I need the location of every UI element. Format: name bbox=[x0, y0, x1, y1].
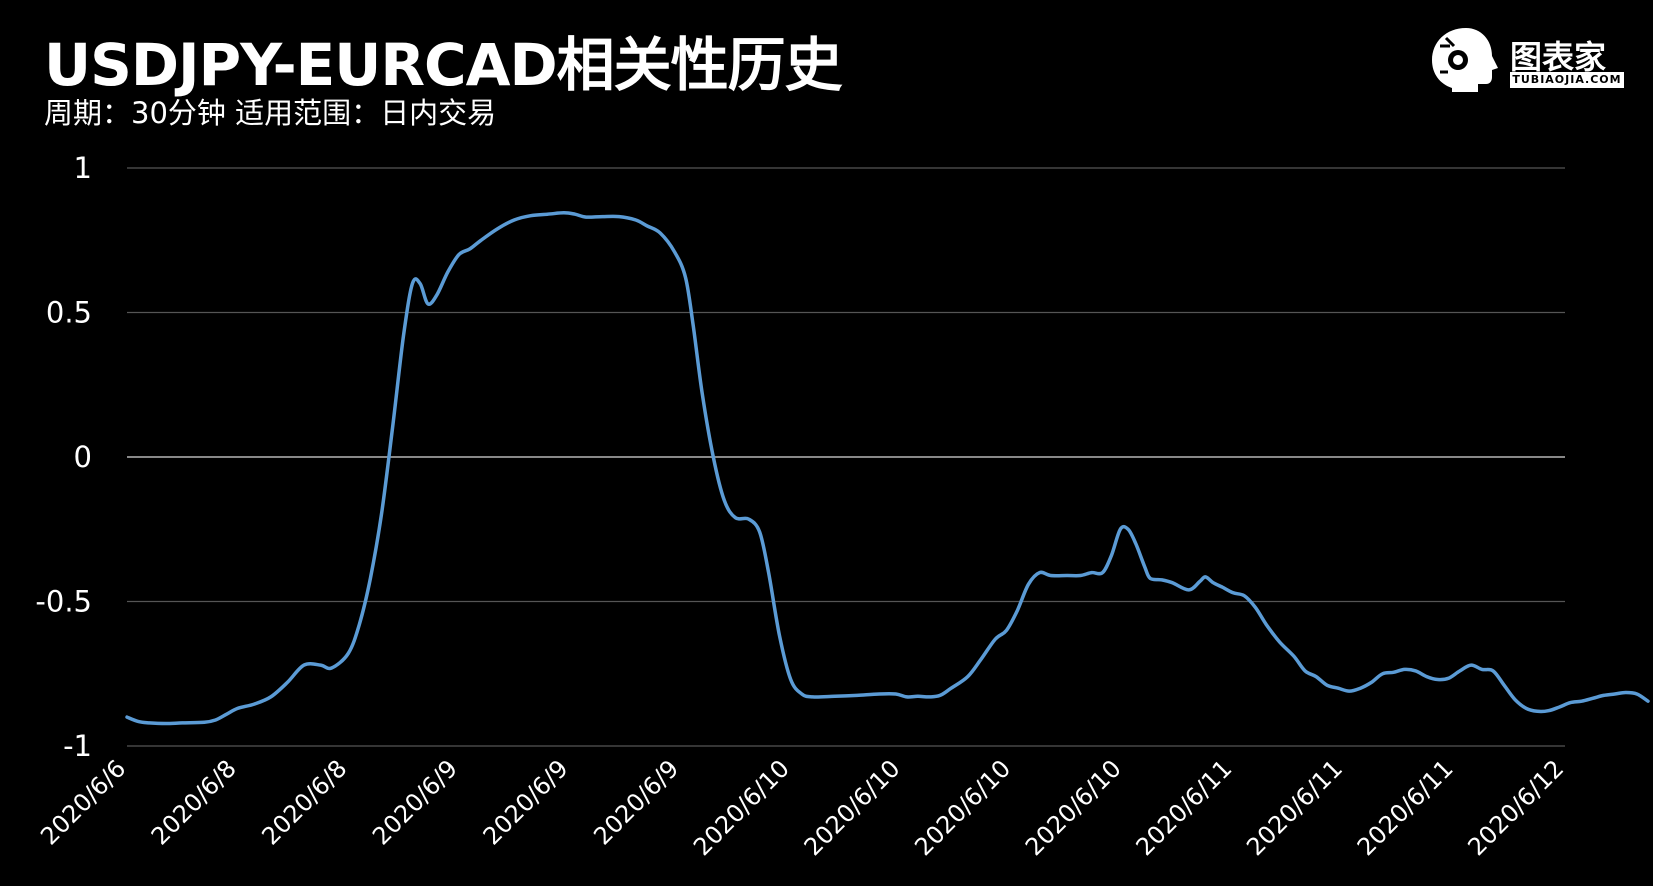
y-tick-label: -0.5 bbox=[35, 585, 92, 619]
x-tick-label: 2020/6/12 bbox=[1462, 754, 1569, 861]
chart-grid bbox=[127, 167, 1565, 747]
x-tick-label: 2020/6/8 bbox=[146, 754, 242, 850]
x-tick-label: 2020/6/9 bbox=[478, 754, 574, 850]
y-tick-label: 1 bbox=[74, 151, 92, 185]
y-tick-label: 0.5 bbox=[46, 296, 92, 330]
series-line bbox=[125, 211, 1650, 726]
y-axis-ticks: 1 0.5 0 -0.5 -1 bbox=[35, 151, 92, 763]
y-tick-label: 0 bbox=[74, 440, 92, 474]
brand-domain: TUBIAOJIA.COM bbox=[1510, 72, 1624, 88]
x-tick-label: 2020/6/8 bbox=[256, 754, 352, 850]
x-tick-label: 2020/6/10 bbox=[909, 754, 1016, 861]
page-title: USDJPY-EURCAD相关性历史 bbox=[44, 31, 843, 99]
brand-logo: 图表家 TUBIAOJIA.COM bbox=[1426, 24, 1626, 94]
robot-head-icon bbox=[1432, 28, 1498, 92]
x-tick-label: 2020/6/6 bbox=[35, 754, 131, 850]
x-tick-label: 2020/6/10 bbox=[688, 754, 795, 861]
x-tick-label: 2020/6/11 bbox=[1131, 754, 1238, 861]
y-tick-label: -1 bbox=[63, 729, 92, 763]
x-tick-label: 2020/6/10 bbox=[799, 754, 906, 861]
brand-name: 图表家 bbox=[1510, 38, 1607, 76]
x-tick-label: 2020/6/9 bbox=[588, 754, 684, 850]
x-axis-ticks: 2020/6/6 2020/6/8 2020/6/8 2020/6/9 2020/6/9… bbox=[35, 754, 1569, 861]
page-subtitle: 周期：30分钟 适用范围：日内交易 bbox=[44, 96, 497, 130]
x-tick-label: 2020/6/9 bbox=[367, 754, 463, 850]
x-tick-label: 2020/6/11 bbox=[1352, 754, 1459, 861]
x-tick-label: 2020/6/11 bbox=[1241, 754, 1348, 861]
x-tick-label: 2020/6/10 bbox=[1020, 754, 1127, 861]
